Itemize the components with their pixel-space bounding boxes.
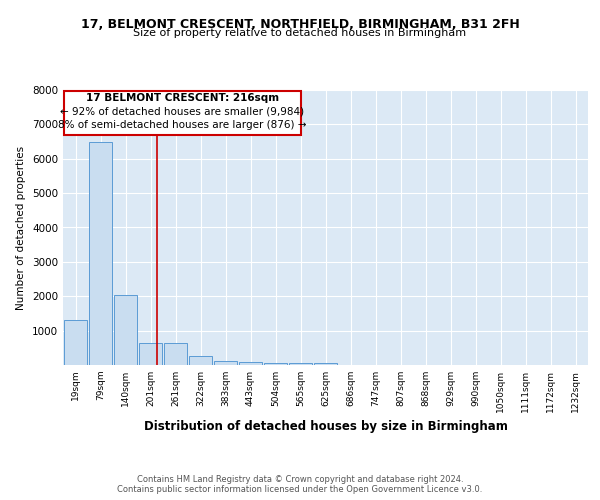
Text: Contains public sector information licensed under the Open Government Licence v3: Contains public sector information licen… xyxy=(118,484,482,494)
Bar xyxy=(314,364,337,365)
Bar xyxy=(64,90,301,134)
Y-axis label: Number of detached properties: Number of detached properties xyxy=(16,146,26,310)
Bar xyxy=(64,320,87,365)
Bar xyxy=(89,142,112,365)
Text: 8% of semi-detached houses are larger (876) →: 8% of semi-detached houses are larger (8… xyxy=(58,120,307,130)
Bar xyxy=(189,356,212,365)
Bar xyxy=(214,360,237,365)
Text: 17, BELMONT CRESCENT, NORTHFIELD, BIRMINGHAM, B31 2FH: 17, BELMONT CRESCENT, NORTHFIELD, BIRMIN… xyxy=(80,18,520,30)
Text: Contains HM Land Registry data © Crown copyright and database right 2024.: Contains HM Land Registry data © Crown c… xyxy=(137,476,463,484)
Bar xyxy=(164,342,187,365)
Text: ← 92% of detached houses are smaller (9,984): ← 92% of detached houses are smaller (9,… xyxy=(61,106,304,117)
Bar xyxy=(239,362,262,365)
Bar xyxy=(139,342,162,365)
X-axis label: Distribution of detached houses by size in Birmingham: Distribution of detached houses by size … xyxy=(143,420,508,434)
Text: Size of property relative to detached houses in Birmingham: Size of property relative to detached ho… xyxy=(133,28,467,38)
Bar xyxy=(264,364,287,365)
Text: 17 BELMONT CRESCENT: 216sqm: 17 BELMONT CRESCENT: 216sqm xyxy=(86,92,279,102)
Bar xyxy=(114,294,137,365)
Bar xyxy=(289,364,312,365)
